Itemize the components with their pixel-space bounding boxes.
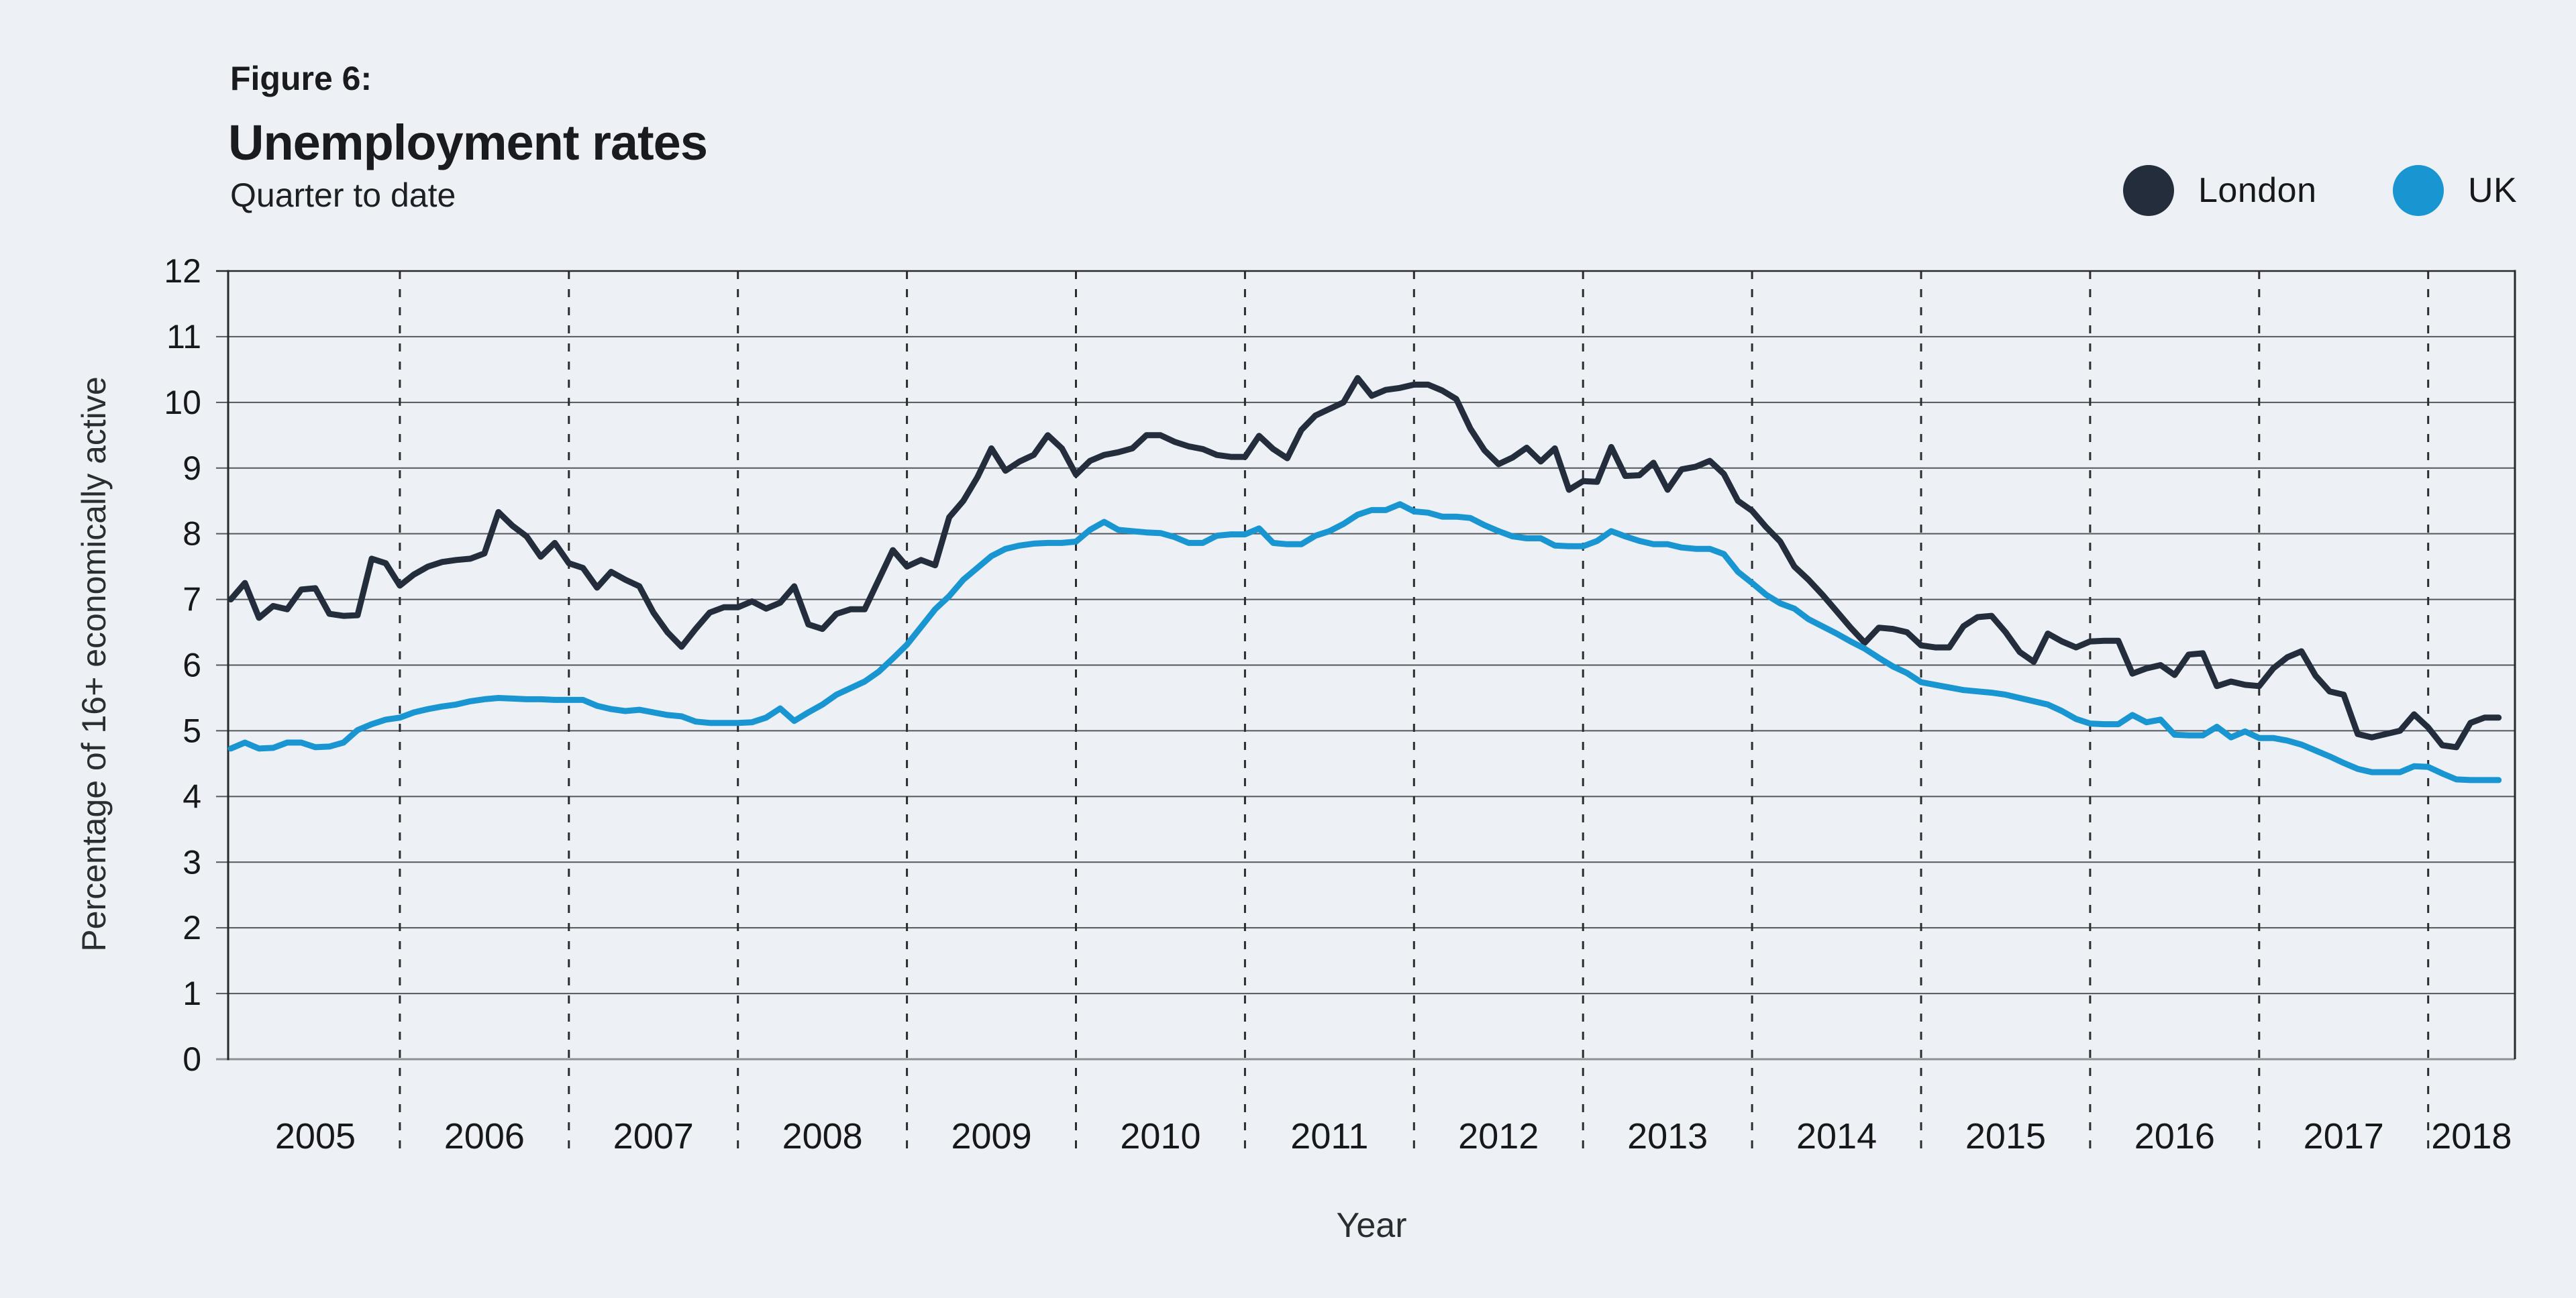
y-tick-label-7: 7 <box>183 581 201 618</box>
chart-title: Unemployment rates <box>228 115 708 170</box>
legend-label-uk: UK <box>2468 171 2518 210</box>
x-tick-label-2011: 2011 <box>1290 1116 1368 1156</box>
x-tick-label-2012: 2012 <box>1458 1116 1539 1156</box>
y-tick-label-9: 9 <box>183 449 201 487</box>
legend-label-london: London <box>2198 171 2317 210</box>
y-tick-label-4: 4 <box>183 777 201 815</box>
x-tick-label-2005: 2005 <box>275 1116 356 1156</box>
y-tick-label-10: 10 <box>164 384 201 421</box>
x-tick-label-2008: 2008 <box>782 1116 863 1156</box>
y-tick-label-6: 6 <box>183 647 201 684</box>
y-tick-label-12: 12 <box>164 252 201 290</box>
x-tick-label-2015: 2015 <box>1965 1116 2046 1156</box>
chart-subtitle: Quarter to date <box>230 176 456 214</box>
x-axis-title: Year <box>1336 1206 1407 1245</box>
legend-item-london: London <box>2123 165 2317 216</box>
x-tick-label-2007: 2007 <box>613 1116 694 1156</box>
x-tick-label-2009: 2009 <box>951 1116 1031 1156</box>
y-tick-label-0: 0 <box>183 1040 201 1078</box>
x-tick-labels: 2005 2006 2007 2008 2009 2010 2011 2012 2013 2014… <box>275 1116 2512 1156</box>
figure-label: Figure 6: <box>230 60 372 97</box>
plot-frame <box>227 270 2516 1061</box>
uk-series-swatch <box>2393 165 2444 216</box>
gridlines <box>216 270 2515 1061</box>
x-tick-label-2010: 2010 <box>1120 1116 1200 1156</box>
series-line-london <box>227 375 2502 751</box>
series-line-uk <box>227 501 2502 783</box>
x-tick-label-2014: 2014 <box>1796 1116 1877 1156</box>
y-tick-label-2: 2 <box>183 909 201 947</box>
x-tick-label-2016: 2016 <box>2134 1116 2215 1156</box>
year-separators <box>399 271 2430 1149</box>
legend-item-uk: UK <box>2393 165 2517 216</box>
y-tick-label-3: 3 <box>183 843 201 881</box>
y-tick-label-1: 1 <box>183 975 201 1012</box>
x-tick-label-2018: 2018 <box>2431 1116 2512 1156</box>
x-tick-label-2013: 2013 <box>1627 1116 1708 1156</box>
x-tick-label-2017: 2017 <box>2304 1116 2384 1156</box>
y-tick-label-5: 5 <box>183 712 201 749</box>
data-series <box>227 375 2502 783</box>
london-series-swatch <box>2123 165 2174 216</box>
y-tick-label-8: 8 <box>183 515 201 553</box>
y-tick-label-11: 11 <box>166 318 201 356</box>
x-tick-label-2006: 2006 <box>444 1116 525 1156</box>
